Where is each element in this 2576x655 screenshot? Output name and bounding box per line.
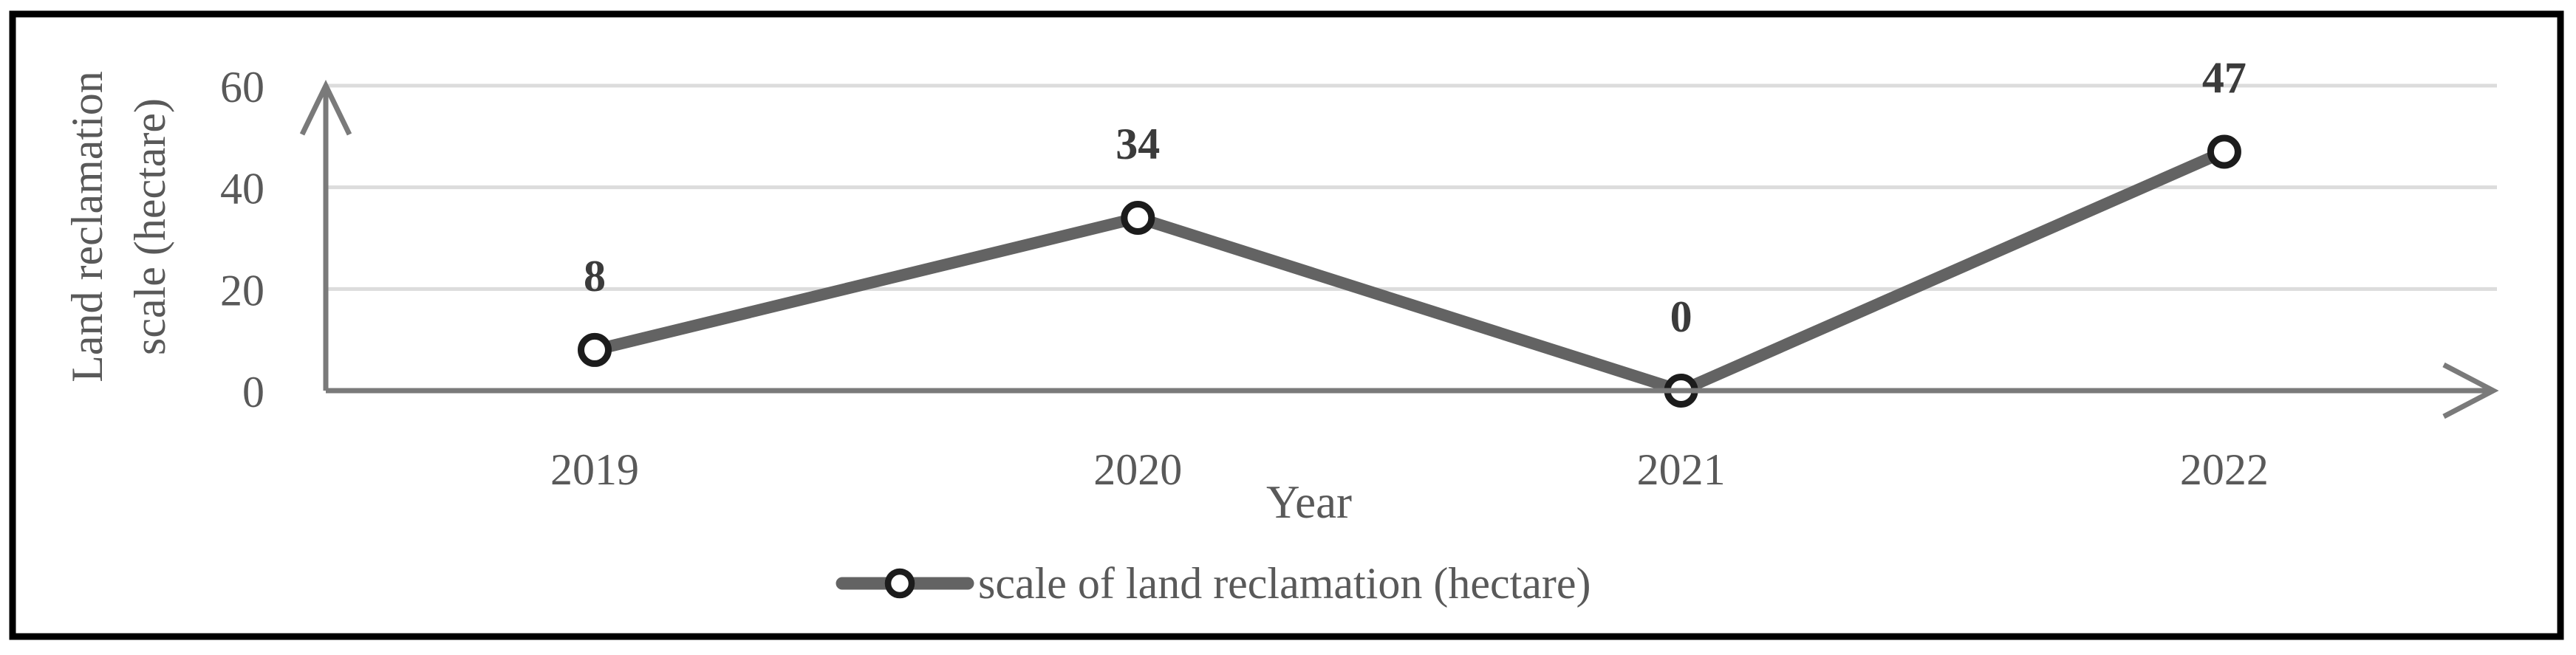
data-label-2019: 8 <box>584 252 606 301</box>
axes <box>299 79 2499 419</box>
x-tick-label-2021: 2021 <box>1637 445 1726 494</box>
legend-circle-marker-icon <box>884 568 915 599</box>
data-point-2019 <box>578 332 612 367</box>
legend: scale of land reclamation (hectare) <box>836 559 1591 608</box>
data-point-2020 <box>1121 200 1155 235</box>
y-tick-label-0: 0 <box>242 368 264 416</box>
x-tick-label-2022: 2022 <box>2180 445 2269 494</box>
y-tick-label-40: 40 <box>220 165 264 213</box>
data-label-2022: 47 <box>2202 53 2247 102</box>
legend-label: scale of land reclamation (hectare) <box>978 559 1591 608</box>
data-label-2020: 34 <box>1116 120 1160 168</box>
figure-border <box>9 10 2564 640</box>
x-axis-arrow-icon <box>2442 362 2499 419</box>
y-tick-label-20: 20 <box>220 266 264 315</box>
x-tick-label-2020: 2020 <box>1093 445 1182 494</box>
x-tick-label-2019: 2019 <box>550 445 639 494</box>
data-label-2021: 0 <box>1670 292 1692 341</box>
y-tick-label-60: 60 <box>220 63 264 112</box>
plot-area: 0 20 40 60 8 2019 34 2020 0 2021 47 2022 <box>220 53 2497 494</box>
data-point-2022 <box>2207 134 2241 169</box>
x-axis-title: Year <box>1266 476 1352 528</box>
series-line <box>589 145 2230 397</box>
y-axis-arrow-icon <box>299 79 352 136</box>
y-axis-title-line2: scale (hectare) <box>126 98 174 355</box>
y-axis-title-line1: Land reclamation <box>63 71 112 382</box>
